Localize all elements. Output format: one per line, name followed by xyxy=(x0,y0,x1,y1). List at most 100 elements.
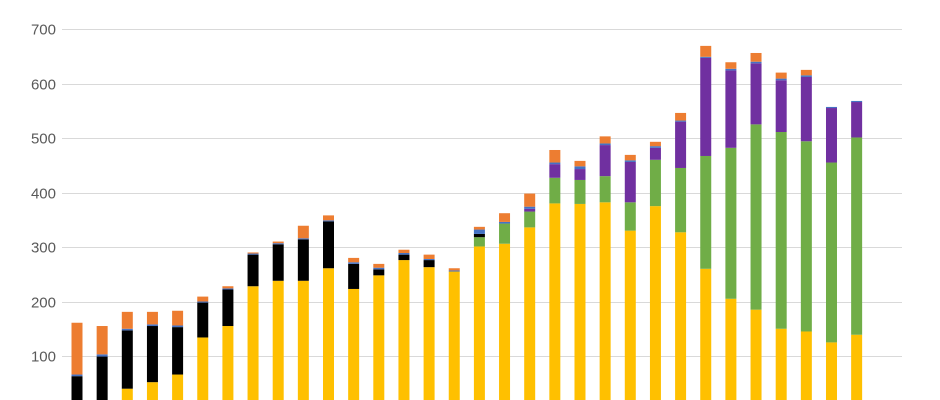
bar-segment xyxy=(725,68,737,71)
bar-segment xyxy=(800,141,812,332)
bar-segment xyxy=(499,243,511,400)
bar-segment xyxy=(247,253,259,255)
bar-segment xyxy=(373,267,385,270)
y-tick-label: 100 xyxy=(31,349,56,366)
bar-segment xyxy=(574,179,586,204)
bar-segment xyxy=(825,106,837,109)
y-axis-tick-labels: 100 200 300 400 500 600 700 xyxy=(31,22,56,366)
bar-segment xyxy=(624,160,636,162)
bar-segment xyxy=(473,237,485,247)
bar-segment xyxy=(121,330,133,389)
bar-segment xyxy=(675,232,687,400)
bar-segment xyxy=(524,193,536,207)
bar-segment xyxy=(700,45,712,57)
bar-segment xyxy=(574,169,586,180)
bar-segment xyxy=(272,244,284,281)
bar-segment xyxy=(247,286,259,400)
y-tick-label: 500 xyxy=(31,131,56,148)
bar-segment xyxy=(71,376,83,400)
bar-segment xyxy=(272,241,284,244)
bar-segment xyxy=(121,311,133,329)
bar-segment xyxy=(775,72,787,79)
bar-segment xyxy=(272,280,284,400)
bar-segment xyxy=(373,269,385,276)
bar-segment xyxy=(222,288,234,290)
bar-segment xyxy=(700,155,712,269)
bar-segment xyxy=(473,226,485,230)
bar-segment xyxy=(297,238,309,240)
bar-segment xyxy=(71,374,83,377)
bar-segment xyxy=(725,147,737,299)
bar-segment xyxy=(750,52,762,62)
bar-segment xyxy=(750,309,762,400)
bar-segment xyxy=(172,327,184,375)
bar-segment xyxy=(624,154,636,161)
bar-segment xyxy=(297,225,309,239)
bar-segment xyxy=(96,356,108,400)
bar-segment xyxy=(197,337,209,400)
bar-segment xyxy=(649,147,661,160)
bar-segment xyxy=(172,374,184,400)
bar-segment xyxy=(750,63,762,125)
bar-segment xyxy=(775,132,787,329)
bar-segment xyxy=(700,268,712,400)
bar-segment xyxy=(599,202,611,400)
bar-segment xyxy=(323,220,334,222)
bar-segment xyxy=(599,143,611,146)
bar-segment xyxy=(423,260,435,268)
bar-segment xyxy=(851,137,863,335)
bar-segment xyxy=(750,124,762,310)
bar-segment xyxy=(649,146,661,148)
bar-segment xyxy=(574,203,586,400)
bar-segment xyxy=(398,253,410,255)
bar-segment xyxy=(348,263,360,289)
bars xyxy=(71,45,863,400)
bar-segment xyxy=(599,176,611,203)
bar-segment xyxy=(172,325,184,328)
bar-segment xyxy=(549,177,561,204)
bar-segment xyxy=(675,167,687,233)
bar-segment xyxy=(599,145,611,177)
bar-segment xyxy=(624,202,636,231)
bar-segment xyxy=(549,203,561,400)
bar-segment xyxy=(775,80,787,133)
bar-segment xyxy=(499,221,511,224)
bar-segment xyxy=(423,267,435,400)
bar-segment xyxy=(348,257,360,263)
bar-segment xyxy=(825,162,837,343)
bar-segment xyxy=(373,275,385,400)
bar-segment xyxy=(725,298,737,400)
bar-segment xyxy=(524,208,536,212)
bar-segment xyxy=(700,57,712,156)
bar-segment xyxy=(524,211,536,228)
bar-segment xyxy=(398,260,410,400)
bar-segment xyxy=(473,246,485,400)
bar-segment xyxy=(348,262,360,264)
bar-segment xyxy=(599,136,611,144)
bar-segment xyxy=(675,121,687,168)
bar-segment xyxy=(247,252,259,254)
bar-segment xyxy=(272,243,284,245)
y-tick-label: 700 xyxy=(31,22,56,39)
y-tick-label: 600 xyxy=(31,77,56,94)
bar-segment xyxy=(800,331,812,400)
bar-segment xyxy=(247,254,259,287)
bar-segment xyxy=(146,311,158,325)
bar-segment xyxy=(649,206,661,400)
bar-segment xyxy=(851,334,863,400)
bar-segment xyxy=(323,215,334,221)
bar-segment xyxy=(197,302,209,338)
bar-segment xyxy=(297,280,309,400)
bar-segment xyxy=(825,108,837,163)
bar-segment xyxy=(197,296,209,302)
bar-segment xyxy=(750,61,762,64)
bar-segment xyxy=(675,112,687,121)
bar-segment xyxy=(423,254,435,259)
bar-segment xyxy=(524,227,536,400)
bar-segment xyxy=(775,328,787,400)
bar-segment xyxy=(146,382,158,400)
bar-segment xyxy=(71,322,83,375)
bar-segment xyxy=(172,310,184,326)
bar-segment xyxy=(725,62,737,69)
